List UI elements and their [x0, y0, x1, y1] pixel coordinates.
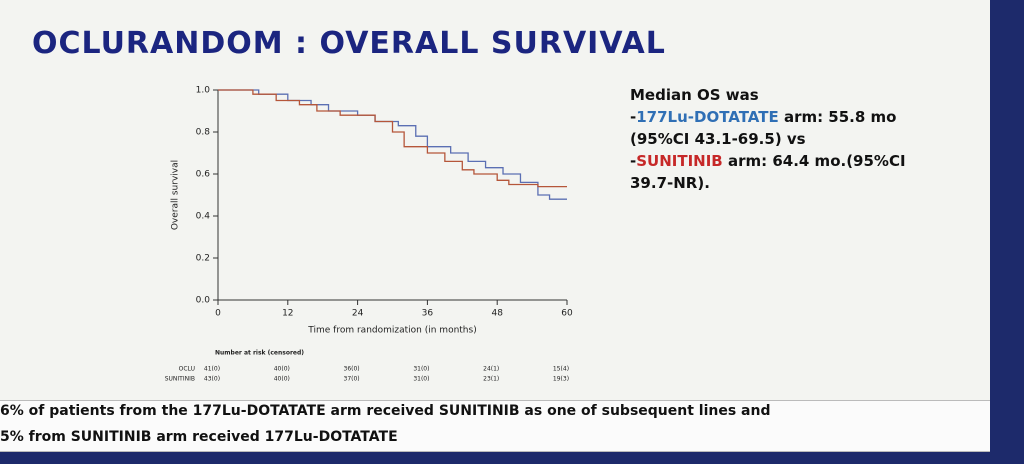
dash: - — [630, 152, 637, 170]
y-axis-label: Overall survival — [171, 160, 181, 230]
y-tick-label: 0.4 — [196, 212, 211, 222]
y-tick-label: 0.8 — [196, 128, 211, 138]
median-text: Median OS was -177Lu-DOTATATE arm: 55.8 … — [630, 84, 950, 194]
risk-value: 19(3) — [553, 376, 569, 383]
median-line: Median OS was — [630, 86, 759, 104]
y-tick-label: 1.0 — [196, 86, 211, 96]
slide-title: OCLURANDOM : OVERALL SURVIVAL — [32, 26, 666, 61]
risk-value: 31(0) — [413, 376, 429, 383]
risk-value: 24(1) — [483, 366, 499, 373]
risk-value: 23(1) — [483, 376, 499, 383]
risk-value: 40(0) — [274, 366, 290, 373]
arm-text: arm: 55.8 mo (95%CI 43.1-69.5) vs — [630, 108, 897, 148]
median-line: -177Lu-DOTATATE arm: 55.8 mo (95%CI 43.1… — [630, 106, 950, 150]
survival-curve — [218, 89, 567, 188]
x-tick-label: 12 — [282, 309, 293, 319]
risk-value: 36(0) — [344, 366, 360, 373]
x-tick-label: 36 — [422, 309, 434, 319]
arm-text: arm: 64.4 mo.(95%CI 39.7-NR). — [630, 152, 906, 192]
risk-row-label: SUNITINIB — [165, 376, 195, 383]
footer-line: 5% from SUNITINIB arm received 177Lu-DOT… — [0, 429, 398, 445]
risk-value: 31(0) — [413, 366, 429, 373]
risk-value: 37(0) — [344, 376, 360, 383]
x-tick-label: 0 — [215, 309, 221, 319]
risk-value: 43(0) — [204, 376, 220, 383]
arm-name: SUNITINIB — [636, 152, 723, 170]
x-tick-label: 24 — [352, 309, 364, 319]
survival-curve — [218, 89, 567, 200]
y-tick-label: 0.0 — [196, 296, 211, 306]
x-axis-label: Time from randomization (in months) — [307, 326, 476, 336]
risk-title: Number at risk (censored) — [215, 350, 304, 357]
x-tick-label: 48 — [491, 309, 503, 319]
footer: 6% of patients from the 177Lu-DOTATATE a… — [0, 400, 990, 452]
arm-name: 177Lu-DOTATATE — [636, 108, 779, 126]
risk-row-label: OCLU — [179, 366, 195, 373]
footer-line: 6% of patients from the 177Lu-DOTATATE a… — [0, 403, 771, 419]
chart: 0.0 0.2 0.4 0.6 0.8 1.0 0 12 24 36 48 60 Time from r… — [165, 86, 573, 383]
y-tick-label: 0.6 — [196, 170, 211, 180]
risk-value: 41(0) — [204, 366, 220, 373]
risk-value: 15(4) — [553, 366, 569, 373]
dash: - — [630, 108, 637, 126]
y-tick-label: 0.2 — [196, 254, 210, 264]
slide: OCLURANDOM : OVERALL SURVIVAL Median OS … — [0, 0, 990, 452]
risk-value: 40(0) — [274, 376, 290, 383]
x-tick-label: 60 — [561, 309, 573, 319]
median-line: -SUNITINIB arm: 64.4 mo.(95%CI 39.7-NR). — [630, 150, 950, 194]
